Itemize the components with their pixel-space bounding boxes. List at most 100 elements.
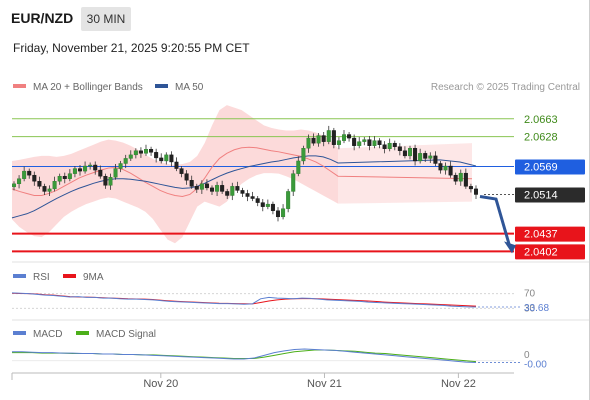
candle-down bbox=[179, 168, 184, 174]
legend-swatch bbox=[155, 84, 168, 88]
legend-label: MA 20 + Bollinger Bands bbox=[33, 82, 143, 93]
candle-down bbox=[220, 185, 225, 192]
x-axis-tick-label: Nov 20 bbox=[143, 378, 178, 390]
candle-down bbox=[154, 152, 159, 159]
timeframe-badge[interactable]: 30 MIN bbox=[81, 7, 131, 31]
candle-up bbox=[22, 170, 27, 179]
candle-down bbox=[245, 193, 250, 197]
macd-signal-line bbox=[12, 349, 477, 363]
candle-down bbox=[448, 165, 453, 176]
candlestick-series bbox=[11, 125, 479, 222]
currency-pair-title: EUR/NZD bbox=[11, 10, 74, 26]
candle-up bbox=[336, 140, 341, 145]
candle-down bbox=[42, 186, 47, 192]
candle-up bbox=[72, 168, 77, 174]
forecast-arrow-head bbox=[504, 241, 516, 254]
candle-down bbox=[225, 191, 230, 196]
ma20-line bbox=[11, 146, 473, 198]
candle-down bbox=[240, 190, 245, 194]
bollinger-band-fill bbox=[338, 143, 472, 204]
candle-up bbox=[67, 173, 72, 179]
candle-down bbox=[235, 186, 240, 191]
rsi-reference-label: 30 bbox=[524, 303, 536, 314]
legend-swatch bbox=[63, 274, 76, 278]
rsi-line bbox=[11, 292, 477, 308]
macd-line bbox=[12, 348, 477, 364]
candle-up bbox=[291, 173, 296, 192]
legend-swatch bbox=[13, 84, 26, 88]
candle-down bbox=[103, 175, 108, 186]
candle-down bbox=[392, 142, 397, 147]
candle-down bbox=[463, 172, 468, 187]
candle-up bbox=[362, 139, 367, 142]
candle-down bbox=[260, 202, 265, 207]
candle-down bbox=[184, 173, 189, 181]
candle-up bbox=[357, 141, 362, 146]
candle-down bbox=[98, 169, 103, 177]
candle-down bbox=[27, 170, 32, 176]
target-price-box bbox=[515, 226, 585, 242]
candle-up bbox=[296, 160, 301, 174]
candle-down bbox=[138, 150, 143, 154]
main-legend: MA 20 + Bollinger Bands MA 50 bbox=[13, 82, 204, 93]
rsi-legend: RSI 9MA bbox=[13, 272, 104, 283]
candle-down bbox=[474, 188, 479, 195]
candle-up bbox=[128, 154, 133, 159]
candle-down bbox=[32, 174, 37, 182]
candle-down bbox=[377, 140, 382, 145]
candle-down bbox=[331, 130, 336, 145]
macd-current-value: -0.00 bbox=[524, 360, 547, 371]
candle-up bbox=[265, 203, 270, 207]
candle-up bbox=[428, 155, 433, 159]
candle-down bbox=[189, 180, 194, 187]
legend-label: MACD Signal bbox=[96, 329, 156, 340]
candle-down bbox=[402, 150, 407, 157]
macd-zero-label: 0 bbox=[524, 350, 530, 361]
candle-up bbox=[83, 165, 88, 172]
candle-up bbox=[11, 183, 16, 188]
candle-down bbox=[382, 144, 387, 149]
candle-up bbox=[123, 158, 128, 164]
candle-down bbox=[413, 148, 418, 162]
candle-down bbox=[453, 174, 458, 182]
candle-down bbox=[321, 135, 326, 142]
candle-down bbox=[209, 187, 214, 192]
x-axis-tick-label: Nov 21 bbox=[307, 378, 342, 390]
candle-up bbox=[286, 191, 291, 209]
candle-up bbox=[342, 134, 347, 141]
candle-up bbox=[372, 140, 377, 146]
candle-up bbox=[17, 178, 22, 185]
legend-label: RSI bbox=[33, 272, 50, 283]
candle-up bbox=[408, 148, 413, 157]
candle-down bbox=[204, 183, 209, 189]
candle-up bbox=[458, 172, 463, 182]
candle-up bbox=[118, 163, 123, 169]
macd-legend: MACD MACD Signal bbox=[13, 329, 156, 340]
candle-up bbox=[215, 185, 220, 192]
candle-down bbox=[352, 137, 357, 146]
legend-label: MACD bbox=[33, 329, 62, 340]
candle-down bbox=[468, 186, 473, 190]
candle-up bbox=[113, 168, 118, 178]
target-price-label: 2.0402 bbox=[524, 246, 558, 258]
candle-up bbox=[133, 150, 138, 156]
candle-down bbox=[93, 164, 98, 171]
resistance-label: 2.0628 bbox=[524, 132, 558, 144]
last-price-box bbox=[515, 187, 585, 203]
resistance-label: 2.0663 bbox=[524, 114, 558, 126]
candle-down bbox=[255, 198, 260, 203]
candle-up bbox=[57, 175, 62, 182]
candle-down bbox=[194, 186, 199, 190]
candle-up bbox=[143, 149, 148, 154]
candle-down bbox=[77, 168, 82, 172]
legend-swatch bbox=[13, 274, 26, 278]
candle-up bbox=[47, 188, 52, 192]
rsi-reference-label: 70 bbox=[524, 289, 536, 300]
candle-down bbox=[311, 137, 316, 144]
bollinger-band-fill bbox=[12, 105, 338, 244]
legend-swatch bbox=[76, 331, 89, 335]
chart-header: EUR/NZD 30 MIN Friday, November 21, 2025… bbox=[0, 0, 590, 70]
candle-up bbox=[164, 154, 169, 162]
rsi-current-value: 33.68 bbox=[524, 303, 549, 314]
